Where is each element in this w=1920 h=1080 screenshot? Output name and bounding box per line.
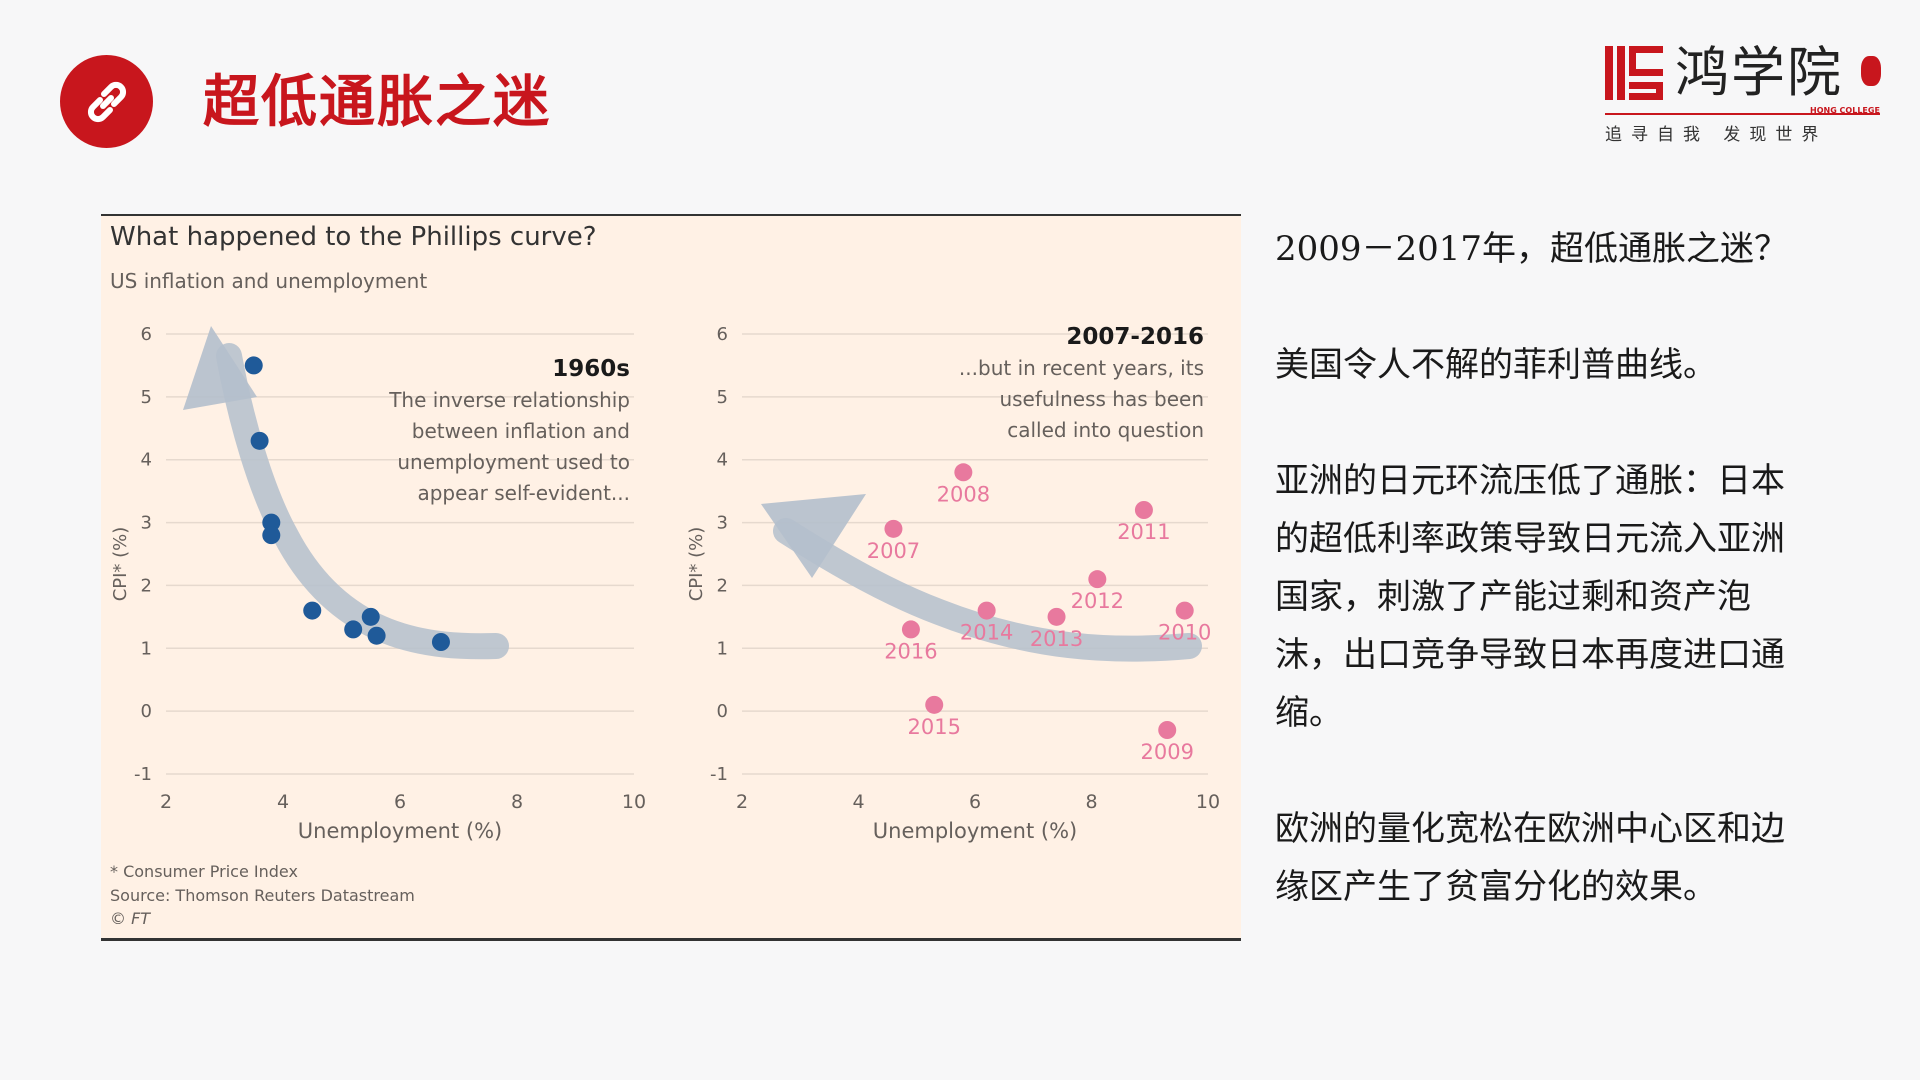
y-tick-label: 4 bbox=[717, 450, 728, 471]
data-point bbox=[925, 696, 943, 714]
annotation-line: called into question bbox=[1007, 418, 1204, 442]
y-tick-label: 0 bbox=[717, 701, 728, 722]
data-point bbox=[954, 463, 972, 481]
point-label: 2016 bbox=[884, 639, 937, 663]
y-tick-label: 1 bbox=[141, 638, 152, 659]
y-tick-label: 2 bbox=[717, 575, 728, 596]
panel-heading: 2007-2016 bbox=[1066, 324, 1204, 350]
y-axis-label: CPI* (%) bbox=[110, 527, 131, 602]
data-point bbox=[902, 620, 920, 638]
x-tick-label: 2 bbox=[160, 791, 172, 813]
side-paragraph-1: 2009－2017年，超低通胀之迷？ bbox=[1275, 220, 1815, 278]
data-point bbox=[303, 602, 321, 620]
data-point bbox=[1048, 608, 1066, 626]
data-point bbox=[978, 602, 996, 620]
data-point bbox=[1176, 602, 1194, 620]
title-badge bbox=[60, 55, 153, 148]
y-tick-label: -1 bbox=[710, 764, 728, 785]
y-tick-label: 5 bbox=[717, 387, 728, 408]
chart-source: Source: Thomson Reuters Datastream bbox=[110, 886, 415, 906]
page-title: 超低通胀之迷 bbox=[203, 66, 551, 138]
side-paragraph-2: 美国令人不解的菲利普曲线。 bbox=[1275, 336, 1815, 394]
x-tick-label: 4 bbox=[277, 791, 289, 813]
logo-slogan: 追寻自我 发现世界 bbox=[1605, 120, 1827, 145]
y-tick-label: 0 bbox=[141, 701, 152, 722]
chart-copyright: © FT bbox=[110, 909, 150, 929]
data-point bbox=[432, 633, 450, 651]
x-axis-label: Unemployment (%) bbox=[298, 819, 502, 843]
data-point bbox=[251, 432, 269, 450]
y-tick-label: 2 bbox=[141, 575, 152, 596]
point-label: 2015 bbox=[907, 715, 960, 739]
point-label: 2010 bbox=[1158, 621, 1211, 645]
chart-panel: What happened to the Phillips curve? US … bbox=[101, 214, 1241, 941]
point-label: 2008 bbox=[937, 482, 990, 506]
x-tick-label: 8 bbox=[1085, 791, 1097, 813]
point-label: 2014 bbox=[960, 621, 1013, 645]
x-tick-label: 10 bbox=[622, 791, 646, 813]
chart-footnote: * Consumer Price Index bbox=[110, 862, 298, 882]
point-label: 2007 bbox=[867, 539, 920, 563]
x-tick-label: 6 bbox=[394, 791, 406, 813]
annotation-line: unemployment used to bbox=[397, 450, 630, 474]
logo-seal-icon bbox=[1861, 56, 1881, 86]
annotation-line: The inverse relationship bbox=[388, 388, 630, 412]
annotation-line: usefulness has been bbox=[999, 387, 1204, 411]
logo-divider bbox=[1605, 113, 1880, 115]
logo: 鸿学院 HONG COLLEGE 追寻自我 发现世界 bbox=[1605, 40, 1885, 150]
data-point bbox=[262, 526, 280, 544]
y-tick-label: 6 bbox=[717, 324, 728, 345]
x-tick-label: 10 bbox=[1196, 791, 1220, 813]
data-point bbox=[344, 620, 362, 638]
y-tick-label: 1 bbox=[717, 638, 728, 659]
point-label: 2012 bbox=[1071, 589, 1124, 613]
y-tick-label: 6 bbox=[141, 324, 152, 345]
data-point bbox=[245, 356, 263, 374]
point-label: 2011 bbox=[1117, 520, 1170, 544]
side-paragraph-3: 亚洲的日元环流压低了通胀：日本的超低利率政策导致日元流入亚洲国家，刺激了产能过剩… bbox=[1275, 452, 1815, 742]
y-axis-label: CPI* (%) bbox=[686, 527, 707, 602]
annotation-line: appear self-evident... bbox=[417, 481, 630, 505]
x-tick-label: 4 bbox=[852, 791, 864, 813]
point-label: 2013 bbox=[1030, 627, 1083, 651]
data-point bbox=[1088, 570, 1106, 588]
data-point bbox=[1158, 721, 1176, 739]
panel-heading: 1960s bbox=[552, 356, 630, 382]
data-point bbox=[368, 627, 386, 645]
data-point bbox=[362, 608, 380, 626]
y-tick-label: 4 bbox=[141, 450, 152, 471]
data-point bbox=[884, 520, 902, 538]
y-tick-label: -1 bbox=[134, 764, 152, 785]
data-point bbox=[1135, 501, 1153, 519]
x-tick-label: 2 bbox=[736, 791, 748, 813]
y-tick-label: 3 bbox=[717, 513, 728, 534]
annotation-line: between inflation and bbox=[412, 419, 630, 443]
x-tick-label: 8 bbox=[511, 791, 523, 813]
annotation-line: ...but in recent years, its bbox=[959, 356, 1204, 380]
y-tick-label: 5 bbox=[141, 387, 152, 408]
x-axis-label: Unemployment (%) bbox=[873, 819, 1077, 843]
side-paragraph-4: 欧洲的量化宽松在欧洲中心区和边缘区产生了贫富分化的效果。 bbox=[1275, 800, 1815, 916]
point-label: 2009 bbox=[1140, 740, 1193, 764]
x-tick-label: 6 bbox=[969, 791, 981, 813]
y-tick-label: 3 bbox=[141, 513, 152, 534]
logo-mark-icon bbox=[1605, 42, 1667, 104]
link-icon bbox=[79, 74, 135, 130]
logo-name: 鸿学院 bbox=[1675, 40, 1843, 106]
